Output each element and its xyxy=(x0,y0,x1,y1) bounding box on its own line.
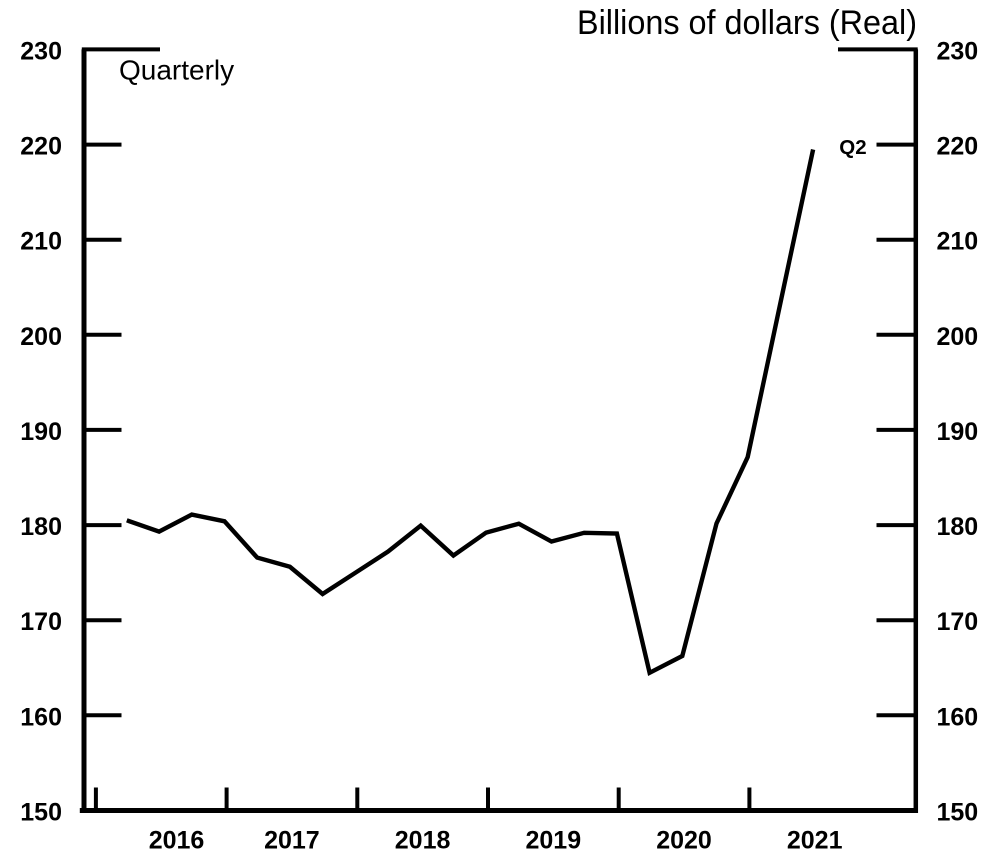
svg-text:2021: 2021 xyxy=(787,827,843,855)
svg-text:170: 170 xyxy=(20,608,62,636)
svg-text:160: 160 xyxy=(20,703,62,731)
svg-text:180: 180 xyxy=(20,513,62,541)
svg-text:2019: 2019 xyxy=(525,827,581,855)
svg-text:2018: 2018 xyxy=(395,827,451,855)
svg-text:220: 220 xyxy=(20,133,62,161)
svg-text:Q2: Q2 xyxy=(839,136,866,159)
svg-text:220: 220 xyxy=(937,133,979,161)
svg-text:150: 150 xyxy=(20,798,62,826)
svg-text:2020: 2020 xyxy=(656,827,712,855)
svg-text:Billions of dollars (Real): Billions of dollars (Real) xyxy=(577,4,917,42)
svg-text:2017: 2017 xyxy=(264,827,320,855)
svg-text:230: 230 xyxy=(937,37,979,65)
svg-text:230: 230 xyxy=(20,37,62,65)
svg-text:200: 200 xyxy=(937,323,979,351)
svg-text:210: 210 xyxy=(937,228,979,256)
svg-text:150: 150 xyxy=(937,798,979,826)
svg-text:180: 180 xyxy=(937,513,979,541)
svg-text:210: 210 xyxy=(20,228,62,256)
svg-text:170: 170 xyxy=(937,608,979,636)
svg-text:200: 200 xyxy=(20,323,62,351)
svg-text:160: 160 xyxy=(937,703,979,731)
svg-text:190: 190 xyxy=(20,418,62,446)
svg-text:190: 190 xyxy=(937,418,979,446)
svg-text:Quarterly: Quarterly xyxy=(119,55,234,86)
svg-text:2016: 2016 xyxy=(149,827,205,855)
